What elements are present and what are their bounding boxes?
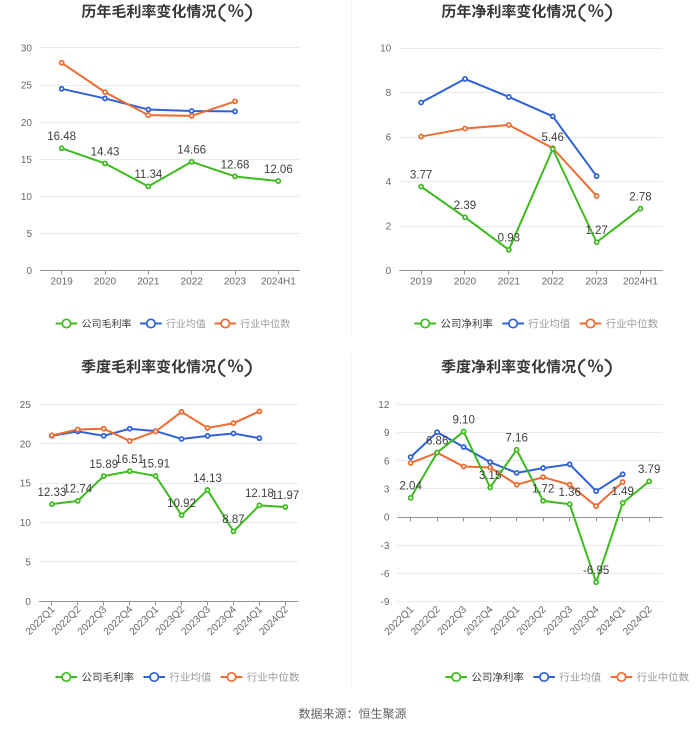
- svg-text:11.97: 11.97: [271, 490, 299, 502]
- svg-text:8.87: 8.87: [222, 514, 244, 526]
- svg-text:14.66: 14.66: [177, 145, 206, 157]
- svg-text:9.10: 9.10: [452, 414, 474, 426]
- svg-text:-6.95: -6.95: [583, 565, 609, 577]
- svg-text:-3: -3: [380, 541, 389, 552]
- svg-text:2: 2: [386, 222, 392, 233]
- svg-text:15.89: 15.89: [89, 459, 118, 471]
- svg-text:2022: 2022: [542, 276, 565, 287]
- svg-text:2.78: 2.78: [629, 191, 651, 203]
- svg-text:12.06: 12.06: [264, 164, 293, 176]
- svg-text:15: 15: [20, 479, 32, 490]
- svg-text:8: 8: [386, 88, 392, 99]
- svg-text:3.15: 3.15: [479, 470, 501, 482]
- svg-text:3: 3: [384, 484, 390, 495]
- svg-text:2020: 2020: [454, 276, 477, 287]
- svg-text:11.34: 11.34: [134, 169, 163, 181]
- svg-text:2019: 2019: [410, 276, 433, 287]
- svg-text:14.13: 14.13: [193, 473, 222, 485]
- svg-text:2024Q2: 2024Q2: [257, 604, 291, 638]
- svg-text:2023: 2023: [585, 276, 608, 287]
- svg-text:5.46: 5.46: [542, 132, 564, 144]
- svg-text:2022: 2022: [181, 276, 204, 287]
- svg-text:1.49: 1.49: [611, 486, 633, 498]
- svg-text:-6: -6: [380, 569, 389, 580]
- svg-text:2.39: 2.39: [454, 200, 476, 212]
- svg-text:16.48: 16.48: [47, 131, 76, 143]
- svg-text:6: 6: [384, 456, 390, 467]
- svg-text:1.36: 1.36: [558, 487, 580, 499]
- svg-text:14.43: 14.43: [91, 146, 120, 158]
- svg-text:10.92: 10.92: [167, 498, 196, 510]
- svg-text:12: 12: [378, 400, 390, 411]
- svg-text:2021: 2021: [137, 276, 160, 287]
- svg-text:2021: 2021: [498, 276, 521, 287]
- svg-text:0: 0: [26, 266, 32, 277]
- svg-text:9: 9: [384, 428, 390, 439]
- svg-text:6: 6: [386, 133, 392, 144]
- svg-text:2024H1: 2024H1: [261, 276, 296, 287]
- svg-text:0: 0: [386, 266, 392, 277]
- svg-text:10: 10: [21, 192, 33, 203]
- svg-text:2020: 2020: [94, 276, 117, 287]
- svg-text:12.33: 12.33: [37, 487, 66, 499]
- svg-text:25: 25: [20, 400, 32, 411]
- svg-text:2024H1: 2024H1: [623, 276, 658, 287]
- svg-text:6.86: 6.86: [426, 435, 448, 447]
- svg-text:5: 5: [26, 229, 32, 240]
- svg-text:12.18: 12.18: [245, 488, 274, 500]
- svg-text:3.77: 3.77: [410, 169, 432, 181]
- svg-text:2023: 2023: [224, 276, 247, 287]
- svg-text:12.68: 12.68: [221, 159, 250, 171]
- svg-text:4: 4: [386, 177, 392, 188]
- svg-text:15: 15: [21, 155, 33, 166]
- svg-text:3.79: 3.79: [638, 464, 660, 476]
- svg-text:20: 20: [20, 439, 32, 450]
- svg-text:-9: -9: [380, 597, 389, 608]
- svg-text:30: 30: [21, 44, 33, 55]
- svg-text:2.04: 2.04: [399, 481, 422, 493]
- svg-text:7.16: 7.16: [505, 433, 527, 445]
- svg-text:15.91: 15.91: [141, 459, 170, 471]
- svg-text:16.51: 16.51: [115, 454, 144, 466]
- svg-text:2024Q2: 2024Q2: [621, 604, 655, 638]
- svg-text:0: 0: [384, 513, 390, 524]
- svg-text:20: 20: [21, 118, 33, 129]
- svg-text:10: 10: [380, 44, 392, 55]
- svg-text:5: 5: [25, 558, 31, 569]
- svg-text:1.27: 1.27: [585, 225, 607, 237]
- svg-text:2019: 2019: [51, 276, 74, 287]
- svg-text:10: 10: [20, 518, 32, 529]
- svg-text:12.74: 12.74: [63, 484, 92, 496]
- svg-text:1.72: 1.72: [532, 484, 554, 496]
- svg-text:0.93: 0.93: [498, 233, 520, 245]
- svg-text:0: 0: [25, 597, 31, 608]
- svg-text:25: 25: [21, 81, 33, 92]
